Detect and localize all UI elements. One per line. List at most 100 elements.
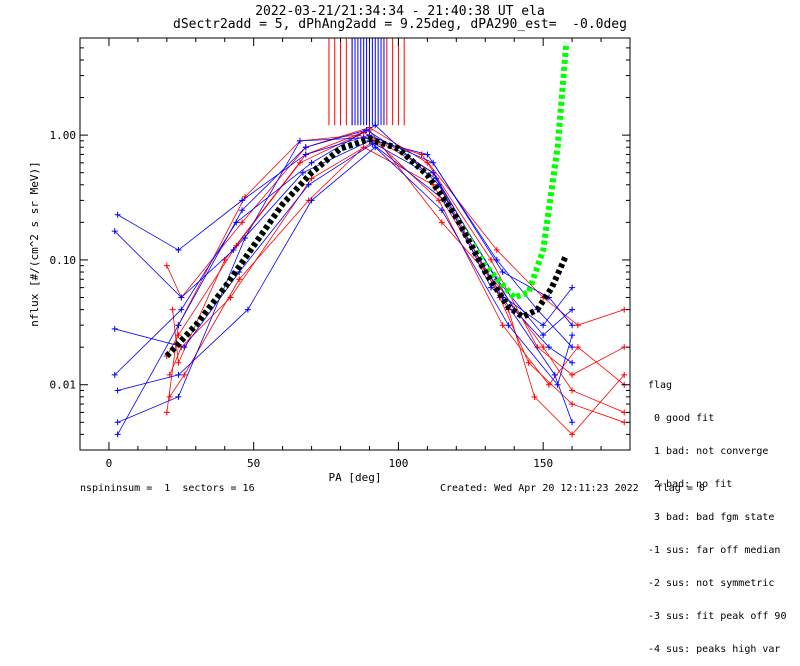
data-point [242,234,248,241]
chart-title-line2: dSectr2add = 5, dPhAng2add = 9.25deg, dP… [173,17,627,32]
y-tick-label: 1.00 [50,129,77,142]
x-tick-label: 0 [106,457,113,470]
data-point [554,381,561,388]
data-point [169,306,176,313]
data-point [175,322,182,329]
series-line [166,127,625,376]
legend-item: 1 bad: not converge [648,446,769,457]
data-point [163,409,170,416]
data-point [569,401,576,408]
data-point [505,322,512,329]
data-point [175,371,182,378]
data-point [363,126,370,133]
data-point [297,137,303,144]
data-point [438,219,445,226]
data-point [418,151,425,158]
chart-title-line1: 2022-03-21/21:34:34 - 21:40:38 UT ela [255,4,545,19]
flag-legend: flag 0 good fit 1 bad: not converge 2 ba… [648,358,786,666]
legend-item: -2 sus: not symmetric [648,578,775,589]
data-point [569,371,576,378]
data-point [178,306,185,313]
data-point [114,431,121,438]
data-point [302,144,309,151]
x-tick-label: 150 [533,457,553,470]
data-point [430,169,437,176]
legend-item: -4 sus: peaks high var [648,644,781,655]
series-line [169,146,625,435]
data-point [305,181,312,188]
data-point [233,242,240,249]
series-line [117,137,573,423]
y-axis-label: nflux [#/(cm^2 s sr MeV)] [28,161,41,327]
data-point [488,256,495,263]
legend-item: -1 sus: far off median [648,545,781,556]
data-point [175,247,182,254]
data-point [569,322,576,329]
data-point [525,359,532,366]
data-point [493,247,500,254]
data-point [435,197,442,204]
legend-item: 3 bad: bad fgm state [648,512,775,523]
data-point [114,419,121,426]
data-point [111,371,118,378]
data-point [230,247,237,254]
data-point [114,387,121,394]
chart-plot: 0 50 100 150 0.01 0.10 1.00 PA [deg] nflux [#/(c… [28,37,631,484]
data-point [163,262,170,269]
data-point [574,322,581,329]
data-point [111,228,118,235]
data-point [574,344,581,351]
data-point [308,197,315,204]
data-point [569,387,576,394]
data-point [569,332,576,339]
data-point [308,159,315,166]
legend-item: -3 sus: fit peak off 90 [648,611,787,622]
y-tick-label: 0.01 [50,379,77,392]
data-point [239,207,246,214]
data-point [166,393,173,400]
plot-frame [79,37,631,451]
data-point [438,207,445,214]
data-point [175,332,182,339]
legend-item: 2 bad: no fit [648,479,733,490]
data-point [297,159,303,166]
data-point [540,322,547,329]
data-point [236,276,243,283]
data-point [569,419,576,426]
data-point [181,371,188,378]
data-point [111,325,118,332]
data-point [531,393,538,400]
data-point [244,306,251,313]
data-point [551,371,558,378]
data-point [499,322,506,329]
legend-title: flag [648,380,673,391]
legend-item: 0 good fit [648,413,715,424]
footer-sector-info: nspininsum = 1 sectors = 16 [80,483,255,494]
fit-curve [164,135,570,359]
series-line [169,140,625,386]
data-point [239,197,246,204]
data-point [569,284,576,291]
data-point [302,151,309,158]
data-point [372,122,379,129]
data-point [433,175,440,182]
x-tick-label: 50 [247,457,260,470]
data-point [569,359,576,366]
data-point [569,431,576,438]
data-point [181,344,188,351]
data-point [175,393,182,400]
data-point [424,151,431,158]
data-point [175,359,182,366]
data-point [493,256,500,263]
data-point [424,159,431,166]
data-point [621,371,628,378]
data-point [569,344,576,351]
data-point [569,306,576,313]
x-tick-label: 100 [388,457,408,470]
footer-created-info: Created: Wed Apr 20 12:11:23 2022 flag =… [440,483,705,494]
data-point [239,219,246,226]
data-point [178,294,185,301]
data-point [540,344,547,351]
y-tick-label: 0.10 [50,254,77,267]
data-point [114,211,121,218]
